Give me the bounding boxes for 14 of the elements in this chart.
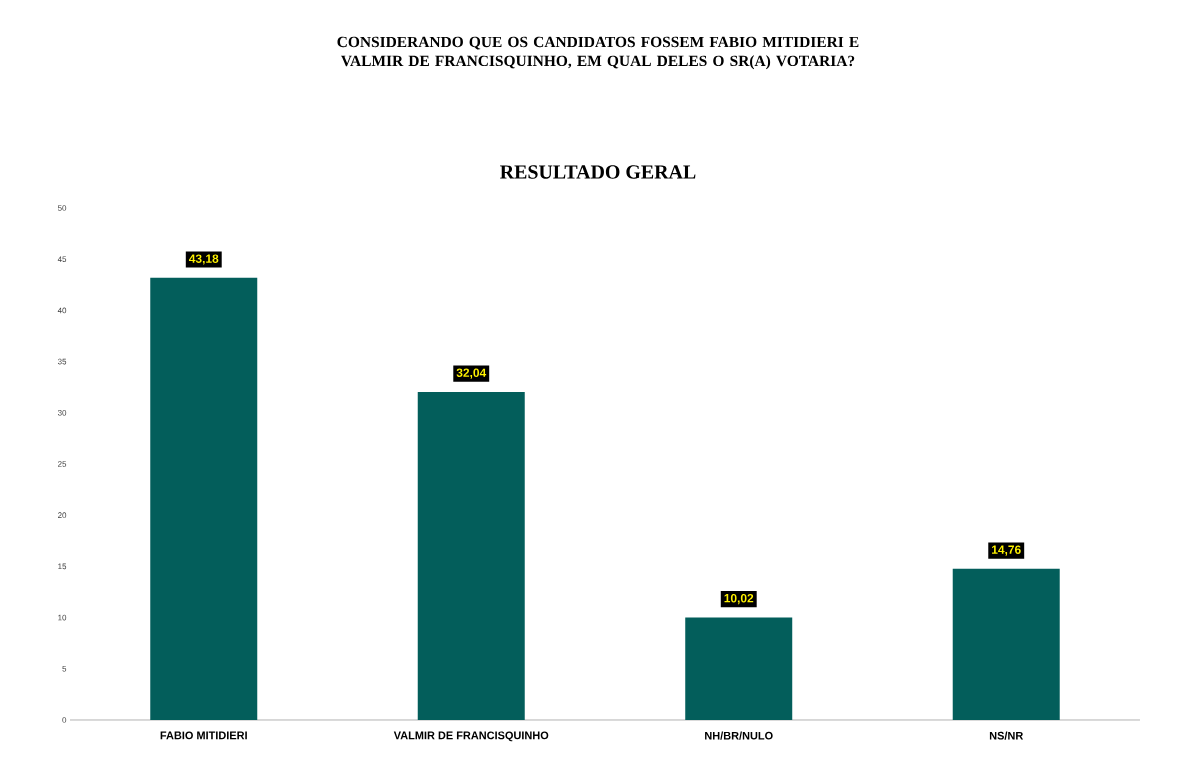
bar	[150, 277, 258, 720]
data-label: 32,04	[456, 368, 487, 379]
data-label: 14,76	[992, 545, 1021, 556]
bar	[417, 391, 525, 720]
bar	[952, 568, 1060, 720]
x-tick-label: FABIO MITIDIERI	[160, 731, 247, 740]
chart-subtitle: RESULTADO GERAL	[500, 165, 696, 179]
x-tick-label: NS/NR	[989, 731, 1024, 740]
x-tick-label: VALMIR DE FRANCISQUINHO	[393, 731, 549, 742]
bar	[685, 617, 793, 720]
chart-title: CONSIDERANDO QUE OS CANDIDATOS FOSSEM FABIO MITIDIERI E VALMIR DE FRANCISQUINHO, EM QUAL DELES O SR(A) VOTARIA?	[337, 36, 859, 70]
data-label: 10,02	[724, 593, 754, 605]
x-tick-label: NH/BR/NULO	[705, 731, 773, 740]
data-label: 43,18	[188, 254, 219, 265]
